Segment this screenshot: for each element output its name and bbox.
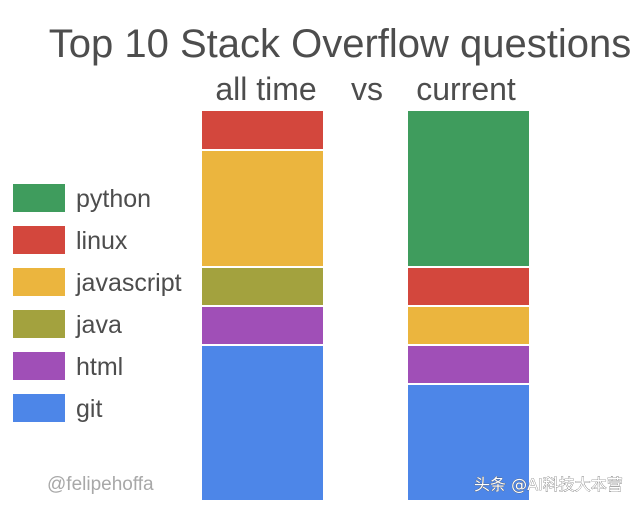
bar-segment-current-git bbox=[408, 385, 529, 500]
legend-item-linux: linux bbox=[13, 226, 128, 255]
legend-swatch-java bbox=[13, 310, 65, 338]
bar-segment-all-time-java bbox=[202, 268, 323, 305]
bar-segment-current-html bbox=[408, 346, 529, 383]
chart-title: Top 10 Stack Overflow questions bbox=[49, 22, 632, 66]
legend-label-python: python bbox=[76, 185, 151, 213]
legend-item-java: java bbox=[13, 310, 122, 339]
legend-swatch-linux bbox=[13, 226, 65, 254]
legend-swatch-git bbox=[13, 394, 65, 422]
legend-label-html: html bbox=[76, 353, 123, 381]
bar-segment-current-javascript bbox=[408, 307, 529, 344]
bar-segment-current-python bbox=[408, 111, 529, 266]
bar-segment-all-time-javascript bbox=[202, 151, 323, 266]
legend-swatch-html bbox=[13, 352, 65, 380]
legend: python linux javascript java html git bbox=[13, 184, 182, 423]
bar-segment-all-time-git bbox=[202, 346, 323, 500]
bar-segment-all-time-linux bbox=[202, 111, 323, 149]
legend-swatch-python bbox=[13, 184, 65, 212]
category-label-all-time: all time bbox=[215, 71, 316, 107]
legend-label-java: java bbox=[75, 311, 122, 339]
watermark: 头条 @AI科技大本营 bbox=[474, 475, 623, 494]
legend-label-linux: linux bbox=[76, 227, 128, 255]
category-labels: all time vs current bbox=[215, 71, 516, 107]
legend-item-python: python bbox=[13, 184, 151, 213]
legend-item-javascript: javascript bbox=[13, 268, 182, 297]
legend-item-html: html bbox=[13, 352, 123, 381]
legend-label-javascript: javascript bbox=[75, 269, 182, 297]
bar-stacks bbox=[202, 111, 529, 500]
bar-segment-current-linux bbox=[408, 268, 529, 305]
category-separator: vs bbox=[351, 71, 383, 107]
legend-label-git: git bbox=[76, 395, 102, 423]
category-label-current: current bbox=[416, 71, 516, 107]
author-credit: @felipehoffa bbox=[47, 474, 154, 495]
legend-item-git: git bbox=[13, 394, 102, 423]
legend-swatch-javascript bbox=[13, 268, 65, 296]
bar-segment-all-time-html bbox=[202, 307, 323, 344]
